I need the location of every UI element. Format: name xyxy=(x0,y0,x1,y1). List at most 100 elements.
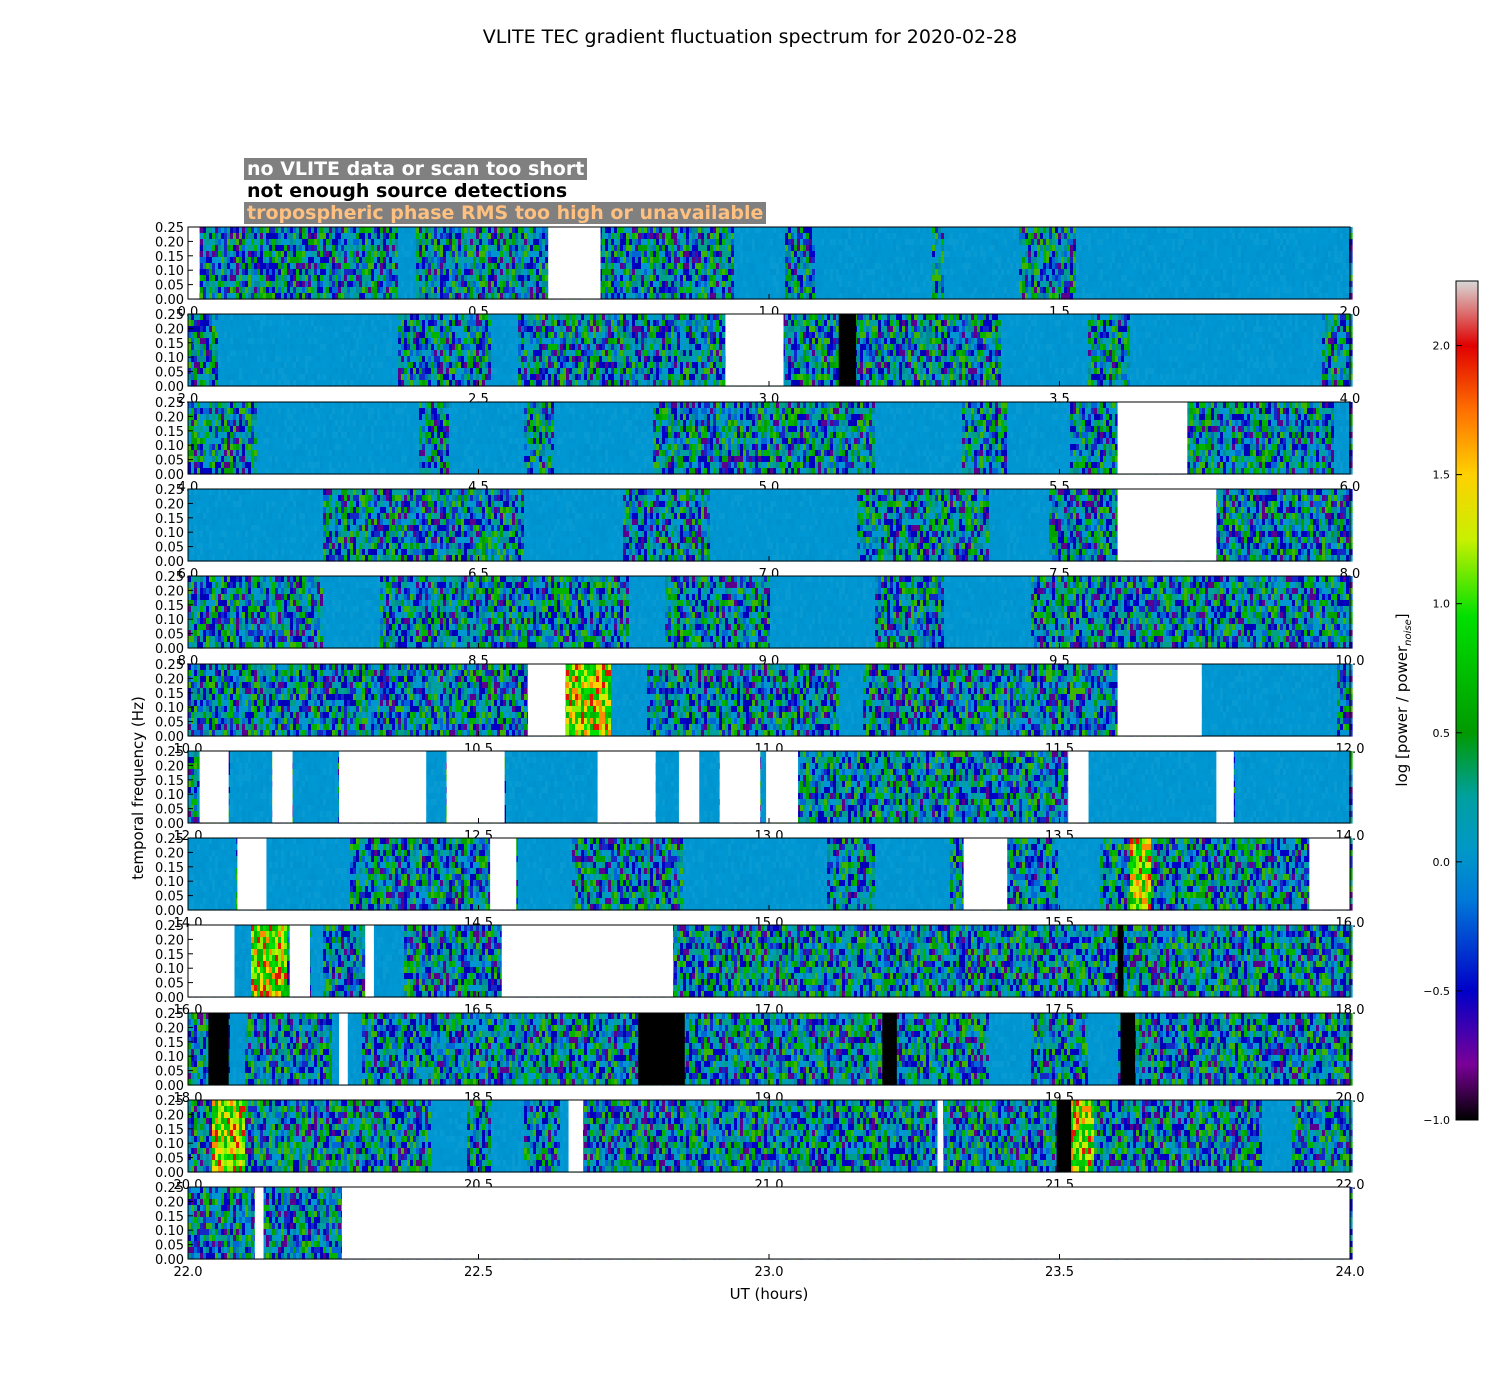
heatmap-cell xyxy=(530,281,534,288)
heatmap-cell xyxy=(284,281,288,288)
heatmap-cell xyxy=(359,281,363,288)
heatmap-cell xyxy=(536,287,540,294)
heatmap-cell xyxy=(485,257,489,264)
heatmap-cell xyxy=(287,287,291,294)
heatmap-cell xyxy=(332,281,336,288)
heatmap-cell xyxy=(470,227,474,234)
heatmap-cell xyxy=(422,245,426,252)
heatmap-cell xyxy=(503,293,507,300)
heatmap-cell xyxy=(464,287,468,294)
heatmap-cell xyxy=(443,257,447,264)
heatmap-cell xyxy=(446,269,450,276)
heatmap-cell xyxy=(200,257,204,264)
heatmap-cell xyxy=(500,269,504,276)
heatmap-cell xyxy=(515,281,519,288)
heatmap-cell xyxy=(545,233,549,240)
heatmap-cell xyxy=(206,275,210,282)
heatmap-cell xyxy=(257,257,261,264)
heatmap-cell xyxy=(389,233,393,240)
heatmap-cell xyxy=(545,269,549,276)
heatmap-cell xyxy=(425,269,429,276)
heatmap-cell xyxy=(299,275,303,282)
heatmap-cell xyxy=(449,239,453,246)
heatmap-cell xyxy=(290,245,294,252)
heatmap-cell xyxy=(425,227,429,234)
heatmap-cell xyxy=(416,257,420,264)
heatmap-cell xyxy=(299,257,303,264)
heatmap-cell xyxy=(533,257,537,264)
heatmap-cell xyxy=(305,275,309,282)
heatmap-cell xyxy=(497,293,501,300)
heatmap-cell xyxy=(260,269,264,276)
heatmap-cell xyxy=(221,275,225,282)
heatmap-cell xyxy=(386,257,390,264)
heatmap-cell xyxy=(446,293,450,300)
heatmap-cell xyxy=(485,245,489,252)
heatmap-cell xyxy=(389,287,393,294)
heatmap-cell xyxy=(239,287,243,294)
heatmap-cell xyxy=(506,245,510,252)
heatmap-cell xyxy=(278,245,282,252)
heatmap-cell xyxy=(464,233,468,240)
heatmap-cell xyxy=(209,251,213,258)
heatmap-cell xyxy=(536,281,540,288)
heatmap-cell xyxy=(488,233,492,240)
heatmap-cell xyxy=(383,281,387,288)
heatmap-cell xyxy=(437,239,441,246)
heatmap-cell xyxy=(284,263,288,270)
heatmap-cell xyxy=(353,251,357,258)
heatmap-cell xyxy=(434,239,438,246)
heatmap-cell xyxy=(302,269,306,276)
heatmap-cell xyxy=(248,293,252,300)
heatmap-cell xyxy=(512,275,516,282)
heatmap-cell xyxy=(251,245,255,252)
heatmap-cell xyxy=(500,227,504,234)
heatmap-cell xyxy=(371,263,375,270)
heatmap-cell xyxy=(365,233,369,240)
heatmap-cell xyxy=(239,275,243,282)
heatmap-cell xyxy=(302,275,306,282)
heatmap-cell xyxy=(518,239,522,246)
heatmap-cell xyxy=(254,287,258,294)
heatmap-cell xyxy=(482,275,486,282)
heatmap-cell xyxy=(428,245,432,252)
heatmap-cell xyxy=(404,287,408,294)
heatmap-cell xyxy=(314,275,318,282)
heatmap-cell xyxy=(533,269,537,276)
heatmap-cell xyxy=(224,227,228,234)
heatmap-cell xyxy=(443,275,447,282)
heatmap-cell xyxy=(332,251,336,258)
heatmap-cell xyxy=(425,275,429,282)
heatmap-cell xyxy=(218,245,222,252)
heatmap-cell xyxy=(419,251,423,258)
heatmap-cell xyxy=(383,263,387,270)
heatmap-cell xyxy=(227,251,231,258)
heatmap-cell xyxy=(467,257,471,264)
heatmap-cell xyxy=(311,245,315,252)
heatmap-cell xyxy=(431,281,435,288)
heatmap-cell xyxy=(308,227,312,234)
heatmap-cell xyxy=(392,269,396,276)
heatmap-cell xyxy=(440,269,444,276)
heatmap-cell xyxy=(224,233,228,240)
heatmap-cell xyxy=(506,227,510,234)
heatmap-cell xyxy=(404,263,408,270)
heatmap-cell xyxy=(449,281,453,288)
heatmap-cell xyxy=(260,263,264,270)
heatmap-cell xyxy=(389,263,393,270)
heatmap-cell xyxy=(374,281,378,288)
heatmap-cell xyxy=(245,287,249,294)
heatmap-cell xyxy=(392,275,396,282)
heatmap-cell xyxy=(443,269,447,276)
heatmap-cell xyxy=(290,275,294,282)
heatmap-cell xyxy=(236,227,240,234)
heatmap-cell xyxy=(509,233,513,240)
heatmap-cell xyxy=(422,263,426,270)
heatmap-cell xyxy=(206,251,210,258)
heatmap-cell xyxy=(494,227,498,234)
heatmap-cell xyxy=(491,293,495,300)
heatmap-cell xyxy=(503,245,507,252)
heatmap-cell xyxy=(365,275,369,282)
heatmap-cell xyxy=(536,257,540,264)
heatmap-cell xyxy=(413,275,417,282)
